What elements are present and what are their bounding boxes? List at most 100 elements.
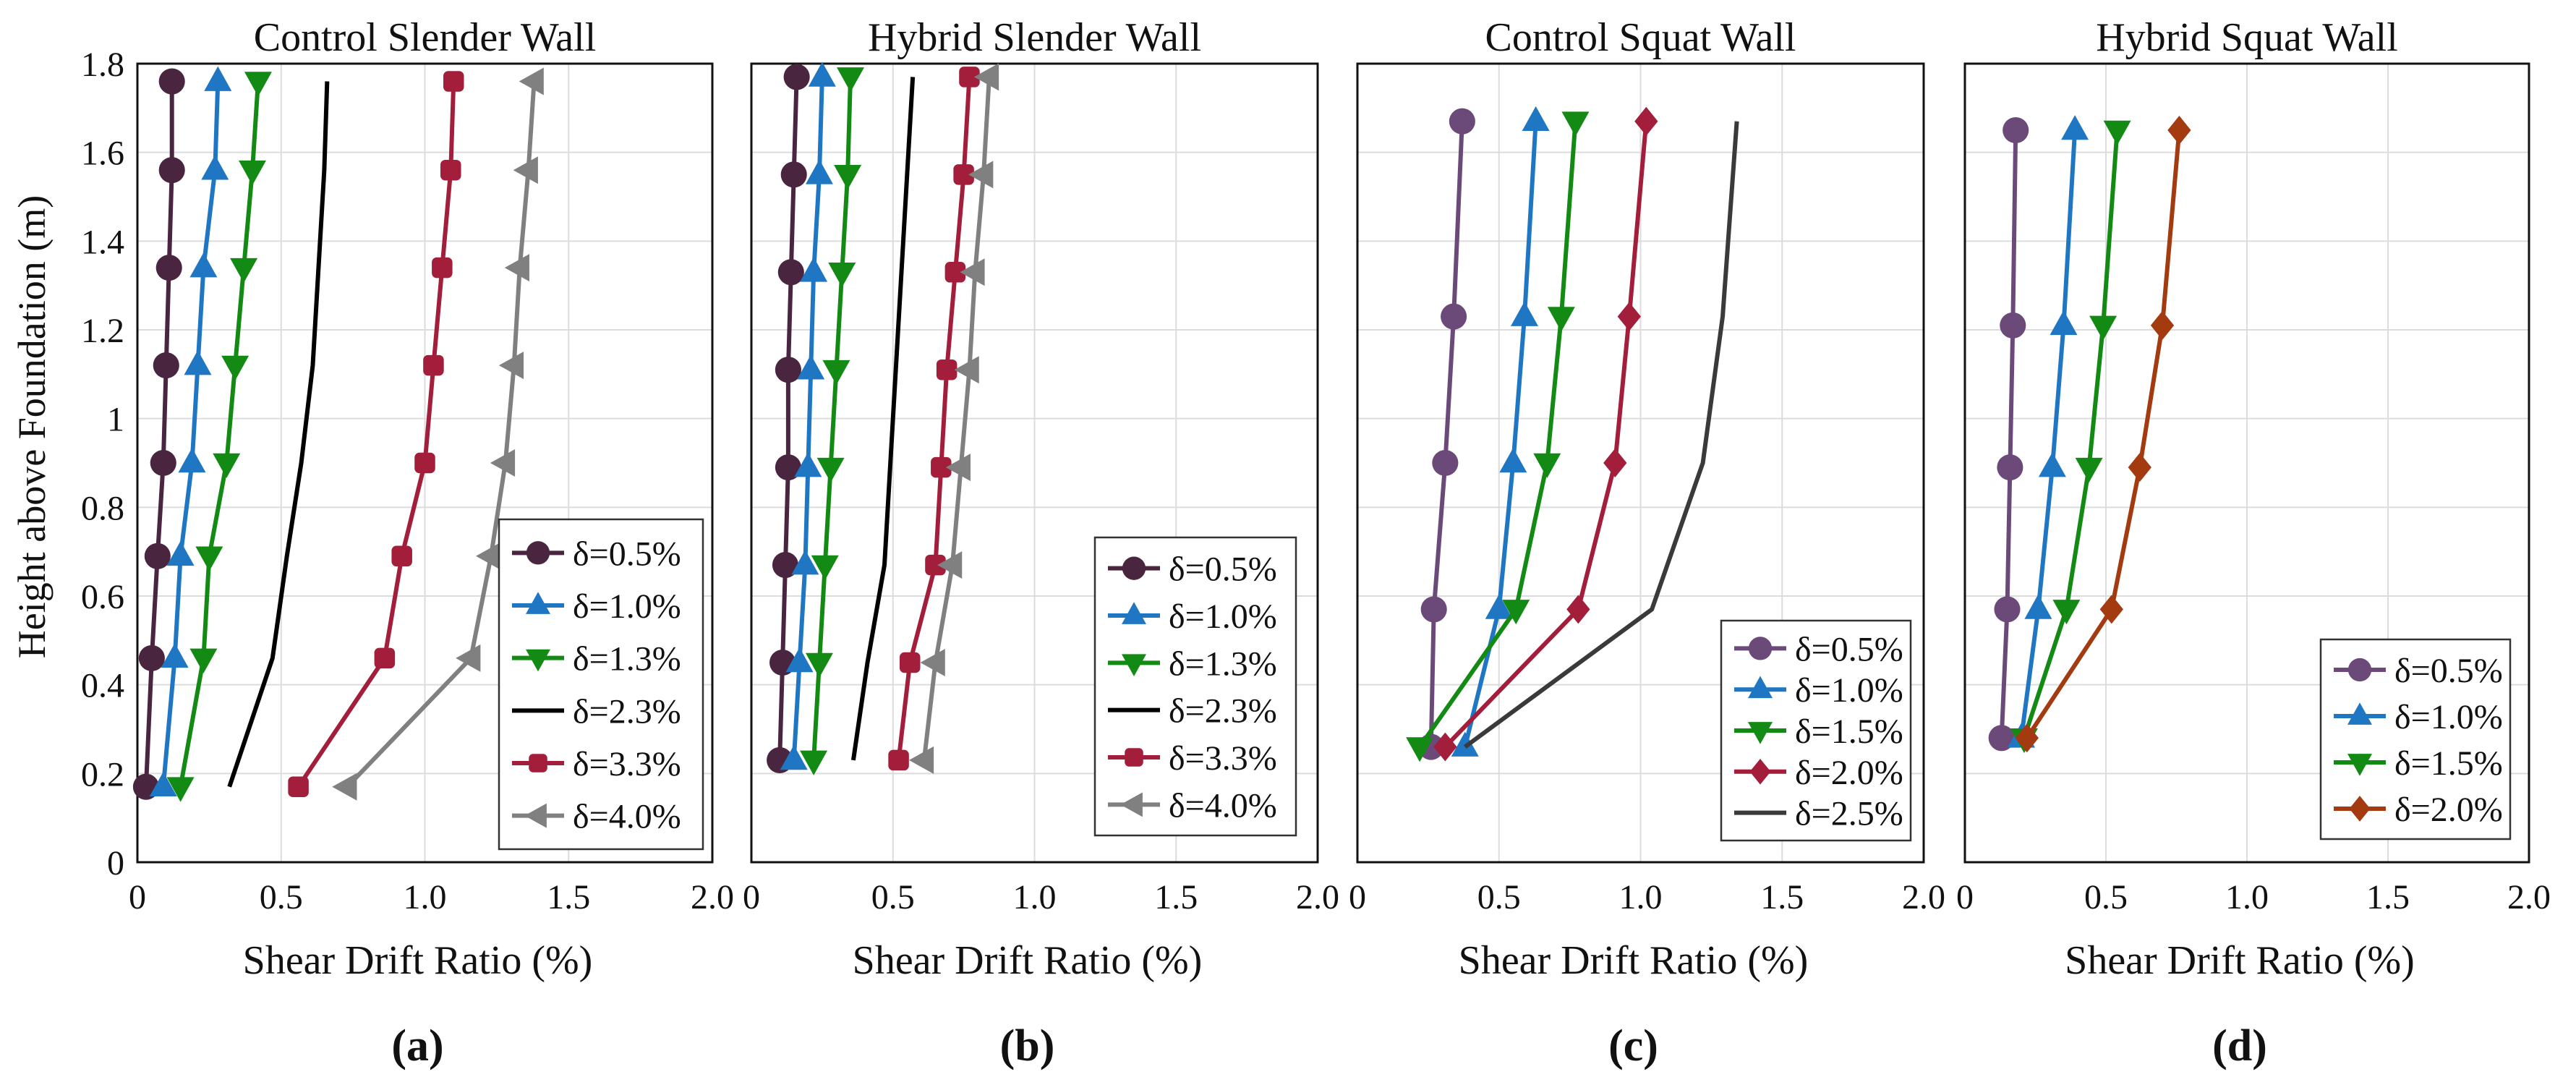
marker-triangle-down bbox=[1533, 453, 1561, 478]
marker-triangle-up bbox=[2061, 115, 2089, 140]
legend-label: δ=1.0% bbox=[573, 587, 681, 626]
marker-circle bbox=[1420, 596, 1447, 623]
marker-circle bbox=[1122, 556, 1146, 580]
marker-triangle-down bbox=[526, 649, 550, 672]
marker-triangle-left bbox=[968, 161, 994, 189]
panel-label: (a) bbox=[391, 1021, 443, 1071]
legend-label: δ=0.5% bbox=[1795, 630, 1903, 668]
marker-triangle-down bbox=[811, 555, 839, 580]
series-line bbox=[921, 77, 991, 761]
marker-square bbox=[423, 354, 444, 376]
marker-circle bbox=[1432, 449, 1459, 477]
marker-circle bbox=[775, 454, 801, 481]
legend-entry: δ=3.3% bbox=[512, 745, 681, 783]
marker-circle bbox=[777, 259, 804, 286]
legend-entry: δ=1.0% bbox=[1108, 597, 1277, 636]
legend-label: δ=1.5% bbox=[2394, 744, 2503, 783]
y-tick-label: 0.8 bbox=[81, 489, 124, 527]
marker-triangle-left bbox=[908, 746, 934, 774]
panel-label: (d) bbox=[2212, 1021, 2267, 1071]
marker-square bbox=[944, 262, 966, 283]
marker-triangle-up bbox=[797, 354, 825, 380]
legend-entry: δ=1.5% bbox=[1734, 712, 1903, 751]
marker-triangle-up bbox=[2024, 594, 2052, 619]
legend-entry: δ=0.5% bbox=[2334, 652, 2503, 690]
marker-circle bbox=[783, 64, 810, 90]
marker-diamond bbox=[2099, 595, 2123, 624]
series-line bbox=[346, 81, 537, 788]
series-3 bbox=[166, 72, 272, 802]
marker-triangle-down bbox=[834, 165, 862, 190]
marker-diamond bbox=[2349, 796, 2371, 822]
marker-triangle-down bbox=[2052, 600, 2081, 625]
plot-frame bbox=[136, 62, 714, 864]
marker-diamond bbox=[1603, 448, 1627, 477]
legend-entry: δ=1.0% bbox=[2334, 698, 2503, 736]
marker-square bbox=[432, 257, 453, 278]
y-tick-label: 0 bbox=[107, 844, 124, 882]
marker-triangle-left bbox=[1120, 792, 1143, 817]
series-3 bbox=[800, 67, 865, 775]
series-line bbox=[161, 81, 221, 788]
marker-circle bbox=[772, 552, 799, 579]
series-2 bbox=[1451, 106, 1550, 757]
marker-circle bbox=[155, 255, 182, 281]
marker-circle bbox=[1988, 725, 2015, 752]
y-tick-label: 1.6 bbox=[81, 135, 124, 173]
series-2 bbox=[780, 61, 836, 770]
y-tick-label: 0.4 bbox=[81, 667, 124, 705]
series-line bbox=[2019, 129, 2078, 739]
legend-label: δ=2.5% bbox=[1795, 795, 1903, 833]
chart-panel-4: Hybrid Squat Wall 0 0.5 1.0 1.5 2.0 Shear Drif… bbox=[1956, 15, 2551, 1071]
legend-label: δ=0.5% bbox=[573, 535, 681, 573]
legend-entry: δ=2.3% bbox=[1108, 692, 1277, 731]
series-2 bbox=[2008, 115, 2089, 748]
legend-box bbox=[1093, 536, 1297, 837]
legend-entry: δ=1.0% bbox=[512, 587, 681, 626]
marker-square bbox=[529, 754, 547, 773]
legend-entry: δ=2.0% bbox=[2334, 791, 2503, 829]
x-axis-label: Shear Drift Ratio (%) bbox=[243, 938, 593, 983]
marker-triangle-up bbox=[2050, 310, 2078, 336]
marker-square bbox=[925, 554, 946, 576]
legend-entry: δ=1.3% bbox=[1108, 644, 1277, 683]
x-tick-label: 2.0 bbox=[2507, 878, 2551, 916]
series-4 bbox=[2015, 116, 2191, 753]
marker-triangle-up bbox=[204, 66, 232, 91]
series-5 bbox=[888, 67, 980, 771]
panel-label: (b) bbox=[1000, 1021, 1055, 1071]
chart-panel-2: Hybrid Slender Wall 0 0.5 1.0 1.5 2.0 Shear Dr… bbox=[743, 15, 1339, 1071]
marker-triangle-up bbox=[526, 592, 550, 614]
marker-triangle-down bbox=[828, 262, 856, 288]
marker-circle bbox=[158, 157, 185, 184]
marker-triangle-down bbox=[166, 777, 195, 802]
legend-entry: δ=0.5% bbox=[512, 535, 681, 573]
legend-entry: δ=2.3% bbox=[512, 692, 681, 731]
marker-triangle-up bbox=[161, 642, 189, 668]
marker-square bbox=[953, 164, 974, 185]
legend-entry: δ=4.0% bbox=[512, 798, 681, 836]
series-1 bbox=[767, 64, 810, 773]
marker-triangle-down bbox=[213, 453, 241, 478]
legend-label: δ=0.5% bbox=[1169, 550, 1277, 589]
marker-diamond bbox=[2150, 310, 2175, 340]
marker-triangle-up bbox=[1451, 731, 1479, 757]
series-line bbox=[143, 81, 174, 787]
marker-triangle-left bbox=[498, 352, 524, 380]
marker-triangle-down bbox=[837, 67, 865, 93]
marker-square bbox=[374, 647, 396, 669]
marker-square bbox=[959, 67, 980, 88]
marker-triangle-left bbox=[920, 649, 945, 676]
x-tick-label: 2.0 bbox=[1902, 878, 1945, 916]
series-3 bbox=[2010, 120, 2131, 754]
chart-title: Hybrid Slender Wall bbox=[868, 15, 1201, 60]
legend-entry: δ=3.3% bbox=[1108, 739, 1277, 778]
plot-frame bbox=[750, 62, 1319, 864]
x-tick-label: 2.0 bbox=[1296, 878, 1339, 916]
marker-circle bbox=[153, 352, 179, 379]
x-tick-label: 0 bbox=[743, 878, 760, 916]
marker-circle bbox=[1997, 454, 2023, 481]
legend-entry: δ=4.0% bbox=[1108, 786, 1277, 825]
marker-square bbox=[443, 71, 464, 92]
plot-frame bbox=[1963, 62, 2530, 864]
